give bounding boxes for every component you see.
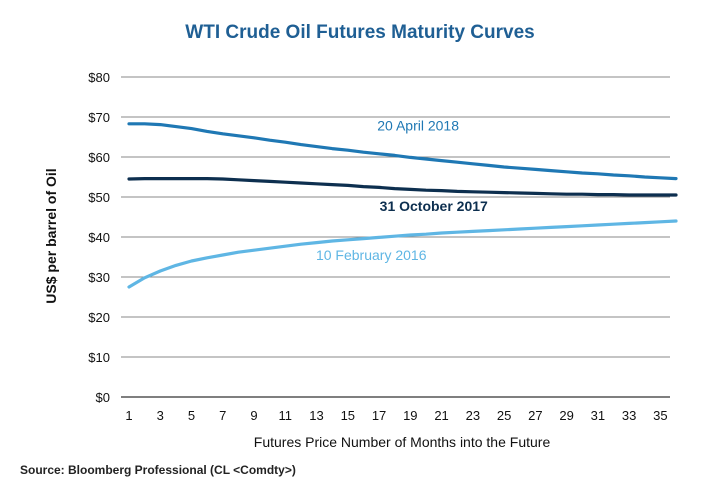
- y-tick-label: $30: [88, 270, 110, 285]
- x-axis-label: Futures Price Number of Months into the …: [254, 434, 551, 450]
- y-tick-label: $20: [88, 310, 110, 325]
- chart-title: WTI Crude Oil Futures Maturity Curves: [185, 22, 535, 43]
- x-tick-label: 13: [309, 408, 323, 423]
- x-tick-label: 33: [622, 408, 636, 423]
- x-tick-label: 7: [219, 408, 226, 423]
- y-tick-label: $0: [96, 390, 110, 405]
- x-tick-label: 35: [653, 408, 667, 423]
- source-note: Source: Bloomberg Professional (CL <Comd…: [20, 463, 296, 477]
- x-tick-label: 31: [591, 408, 605, 423]
- series-line-2: [127, 219, 678, 289]
- x-tick-label: 17: [372, 408, 386, 423]
- x-tick-label: 25: [497, 408, 511, 423]
- x-tick-label: 29: [559, 408, 573, 423]
- x-tick-label: 27: [528, 408, 542, 423]
- y-tick-label: $40: [88, 230, 110, 245]
- y-tick-label: $60: [88, 150, 110, 165]
- y-axis-ticks: $0 $10 $20 $30 $40 $50 $60 $70 $80: [88, 70, 110, 405]
- x-tick-label: 21: [434, 408, 448, 423]
- x-tick-label: 11: [279, 408, 293, 423]
- y-tick-label: $50: [88, 190, 110, 205]
- y-axis-label: US$ per barrel of Oil: [43, 168, 59, 303]
- x-axis-ticks: 1 3 5 7 9 11 13 15 17 19 21 23 25 27 29 31 33 35: [125, 408, 667, 423]
- series-line-1: [127, 177, 678, 197]
- y-tick-label: $70: [88, 110, 110, 125]
- x-tick-label: 15: [341, 408, 355, 423]
- y-tick-label: $10: [88, 350, 110, 365]
- x-tick-label: 19: [403, 408, 417, 423]
- series-line-0: [127, 122, 678, 181]
- series-group: [127, 122, 678, 289]
- series-labels: 20 April 2018 31 October 2017 10 February …: [316, 118, 488, 263]
- x-tick-label: 5: [188, 408, 195, 423]
- x-tick-label: 9: [250, 408, 257, 423]
- y-tick-label: $80: [88, 70, 110, 85]
- x-tick-label: 23: [466, 408, 480, 423]
- series-label-0: 20 April 2018: [377, 118, 459, 134]
- series-label-1: 31 October 2017: [380, 198, 488, 214]
- series-label-2: 10 February 2016: [316, 247, 427, 263]
- x-tick-label: 1: [125, 408, 132, 423]
- x-tick-label: 3: [157, 408, 164, 423]
